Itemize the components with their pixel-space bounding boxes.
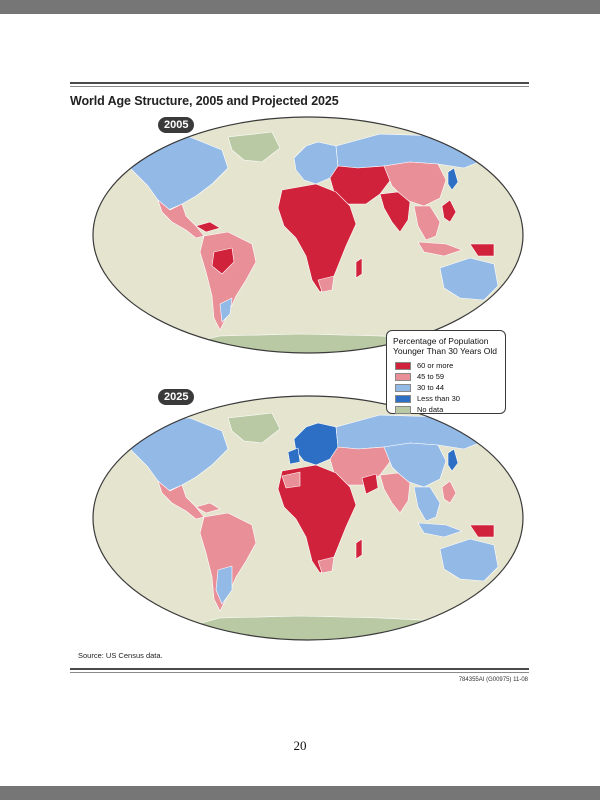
footer-rule-top (70, 668, 529, 670)
japan-2025 (447, 448, 459, 472)
legend-label: 45 to 59 (417, 372, 445, 381)
australia-2005 (439, 257, 499, 301)
map-2025-frame (92, 395, 524, 641)
argentina-south-2005 (219, 297, 233, 323)
page-number: 20 (293, 738, 307, 753)
greenland-2025 (227, 412, 281, 444)
legend-swatch-no-data (395, 405, 411, 414)
title-rule-bottom (70, 86, 529, 87)
figure-code: 784355AI (G00975) 11-08 (458, 677, 528, 683)
madagascar-2025 (355, 538, 363, 560)
legend-swatch-30-44 (395, 383, 411, 392)
legend-title-line1: Percentage of Population (393, 336, 489, 346)
philippines-2025 (441, 480, 457, 504)
new-guinea-2005 (469, 243, 495, 257)
legend-swatch-60-plus (395, 361, 411, 370)
southeast-asia-2005 (413, 205, 441, 241)
south-africa-2005 (317, 275, 335, 293)
title-rule-top (70, 82, 529, 84)
source-note: Source: US Census data. (78, 651, 163, 660)
legend-label: Less than 30 (417, 394, 460, 403)
bottom-bar (0, 786, 600, 800)
madagascar-2005 (355, 257, 363, 279)
year-label-2005: 2005 (158, 117, 195, 133)
legend-swatch-under-30 (395, 394, 411, 403)
greenland-2005 (227, 131, 281, 163)
page-title: World Age Structure, 2005 and Projected … (70, 94, 339, 108)
caribbean-2005 (195, 221, 221, 233)
year-label-2025: 2025 (158, 389, 195, 405)
legend-label: 60 or more (417, 361, 454, 370)
bolivia-peru-2005 (211, 247, 235, 275)
legend-item: No data (393, 404, 499, 415)
new-guinea-2025 (469, 524, 495, 538)
australia-2025 (439, 538, 499, 582)
legend-swatch-45-59 (395, 372, 411, 381)
top-bar (0, 0, 600, 14)
footer-rule-bottom (70, 672, 529, 673)
argentina-chile-2025 (215, 565, 233, 605)
legend-item: 60 or more (393, 360, 499, 371)
china-2025 (383, 442, 447, 488)
legend-label: 30 to 44 (417, 383, 445, 392)
china-2005 (383, 161, 447, 207)
legend-label: No data (417, 405, 444, 414)
japan-2005 (447, 167, 459, 191)
legend-item: 45 to 59 (393, 371, 499, 382)
new-zealand-2025 (499, 576, 511, 594)
southeast-asia-2025 (413, 486, 441, 522)
map-2005 (92, 116, 524, 354)
south-africa-2025 (317, 556, 335, 574)
map-legend: Percentage of Population Younger Than 30… (386, 330, 506, 414)
legend-item: Less than 30 (393, 393, 499, 404)
south-asia-2005 (379, 191, 411, 233)
south-asia-2025 (379, 472, 411, 514)
indonesia-2025 (417, 522, 463, 538)
north-africa-2025 (281, 471, 301, 489)
philippines-2005 (441, 199, 457, 223)
caribbean-2025 (195, 502, 221, 514)
legend-items: 60 or more 45 to 59 30 to 44 Less than 3… (393, 360, 499, 415)
legend-item: 30 to 44 (393, 382, 499, 393)
new-zealand-2005 (499, 295, 511, 313)
middle-east-2005 (329, 165, 393, 205)
iberia-2025 (287, 447, 301, 465)
legend-title-line2: Younger Than 30 Years Old (393, 346, 497, 356)
indonesia-2005 (417, 241, 463, 257)
map-2005-frame (92, 116, 524, 354)
map-2025 (92, 395, 524, 641)
yemen-region-2025 (361, 473, 379, 495)
